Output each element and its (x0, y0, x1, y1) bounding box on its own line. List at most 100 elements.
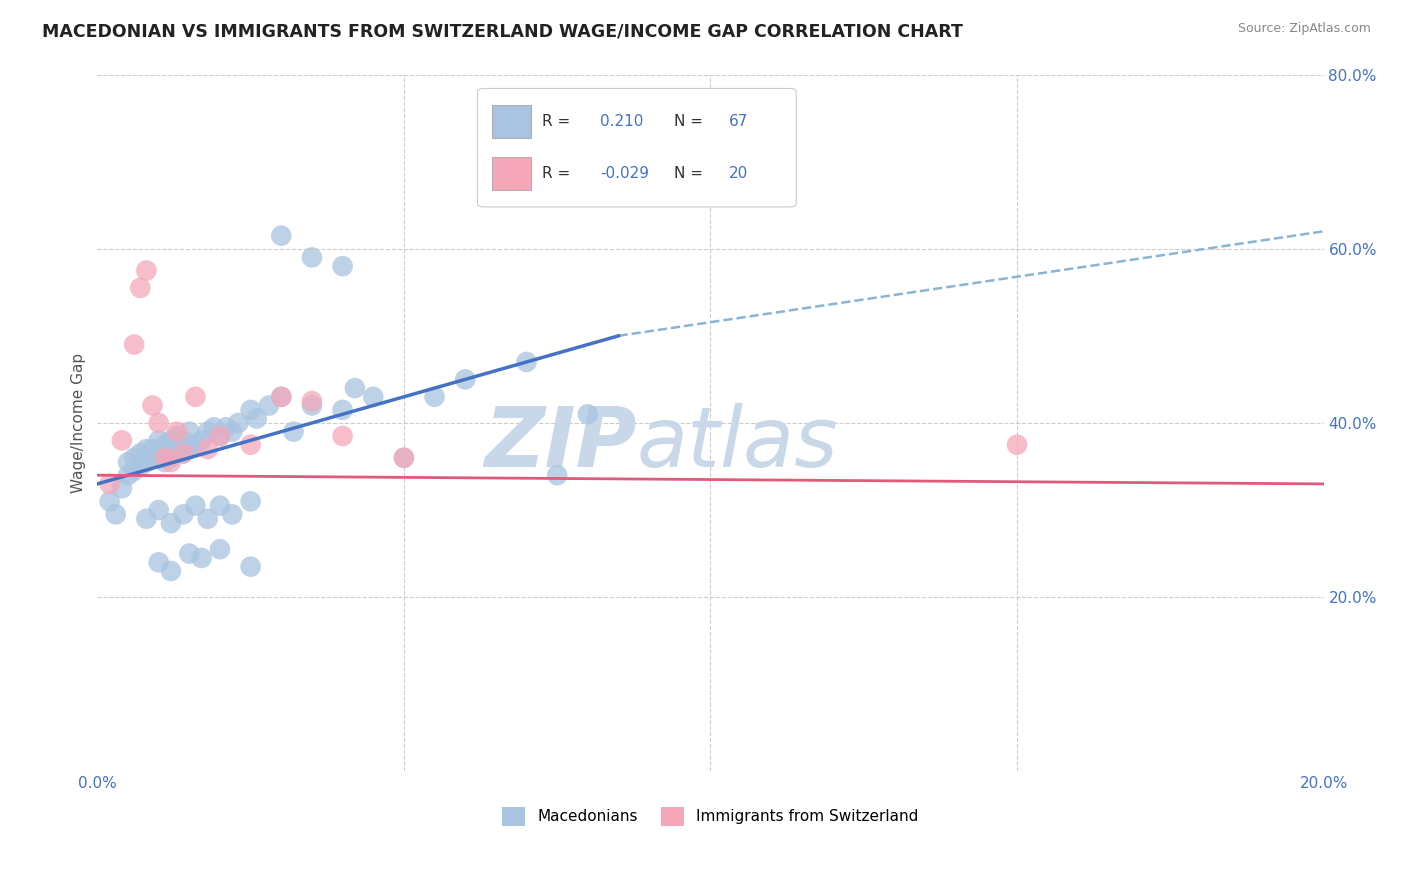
Text: MACEDONIAN VS IMMIGRANTS FROM SWITZERLAND WAGE/INCOME GAP CORRELATION CHART: MACEDONIAN VS IMMIGRANTS FROM SWITZERLAN… (42, 22, 963, 40)
Point (148, 503, 170, 517)
Point (246, 411, 269, 425)
Point (270, 390, 292, 404)
Point (190, 551, 212, 566)
Point (160, 450, 183, 465)
Point (392, 450, 415, 465)
Point (117, 455, 139, 469)
Point (153, 438, 176, 452)
Point (546, 468, 568, 483)
Point (423, 390, 446, 404)
Point (184, 390, 207, 404)
Point (190, 434, 212, 448)
Point (129, 459, 152, 474)
Point (148, 555, 170, 569)
Point (129, 281, 152, 295)
Text: ZIP: ZIP (484, 403, 637, 484)
Point (160, 516, 183, 530)
Point (172, 434, 194, 448)
Point (179, 442, 201, 456)
Text: -0.029: -0.029 (600, 166, 650, 181)
Point (166, 425, 188, 439)
Point (129, 446, 152, 460)
Point (343, 381, 366, 395)
Y-axis label: Wage/Income Gap: Wage/Income Gap (72, 353, 86, 493)
Point (301, 394, 323, 409)
Point (1005, 438, 1028, 452)
Point (197, 425, 219, 439)
Point (122, 450, 145, 465)
Point (576, 407, 599, 421)
Point (135, 455, 157, 469)
Point (257, 399, 280, 413)
Text: N =: N = (673, 166, 703, 181)
Point (141, 442, 163, 456)
Point (221, 425, 243, 439)
Point (166, 429, 188, 443)
Point (208, 499, 231, 513)
Point (301, 251, 323, 265)
Point (332, 402, 354, 417)
Point (202, 420, 225, 434)
Point (221, 508, 243, 522)
Point (98, 494, 121, 508)
Point (361, 390, 384, 404)
Point (332, 429, 354, 443)
Point (515, 355, 537, 369)
Point (239, 494, 262, 508)
Point (270, 390, 292, 404)
Point (239, 438, 262, 452)
Point (184, 438, 207, 452)
Point (215, 420, 238, 434)
Legend: Macedonians, Immigrants from Switzerland: Macedonians, Immigrants from Switzerland (495, 799, 927, 833)
Point (166, 442, 188, 456)
Text: N =: N = (673, 113, 703, 128)
Text: R =: R = (543, 166, 571, 181)
Text: 67: 67 (728, 113, 748, 128)
Point (141, 399, 163, 413)
Text: 20: 20 (728, 166, 748, 181)
Point (135, 512, 157, 526)
Point (454, 372, 477, 386)
Point (122, 337, 145, 351)
Point (153, 450, 176, 465)
Point (239, 402, 262, 417)
Point (111, 481, 134, 495)
FancyBboxPatch shape (492, 105, 531, 138)
Text: atlas: atlas (637, 403, 838, 484)
Point (283, 425, 305, 439)
Point (122, 464, 145, 478)
Point (160, 455, 183, 469)
Point (135, 442, 157, 456)
Point (270, 228, 292, 243)
Point (208, 542, 231, 557)
Point (104, 508, 127, 522)
Text: R =: R = (543, 113, 571, 128)
Point (117, 468, 139, 483)
Point (208, 429, 231, 443)
Point (135, 263, 157, 277)
Point (208, 429, 231, 443)
Point (172, 508, 194, 522)
Point (179, 547, 201, 561)
Text: Source: ZipAtlas.com: Source: ZipAtlas.com (1237, 22, 1371, 36)
Point (111, 434, 134, 448)
Text: 0.210: 0.210 (600, 113, 644, 128)
Point (392, 450, 415, 465)
Point (160, 564, 183, 578)
FancyBboxPatch shape (478, 88, 796, 207)
Point (153, 455, 176, 469)
Point (141, 450, 163, 465)
FancyBboxPatch shape (492, 158, 531, 190)
Point (172, 446, 194, 460)
Point (197, 442, 219, 456)
Point (148, 416, 170, 430)
Point (197, 512, 219, 526)
Point (172, 446, 194, 460)
Point (148, 446, 170, 460)
Point (179, 425, 201, 439)
Point (148, 434, 170, 448)
Point (239, 559, 262, 574)
Point (98, 477, 121, 491)
Point (332, 259, 354, 273)
Point (228, 416, 250, 430)
